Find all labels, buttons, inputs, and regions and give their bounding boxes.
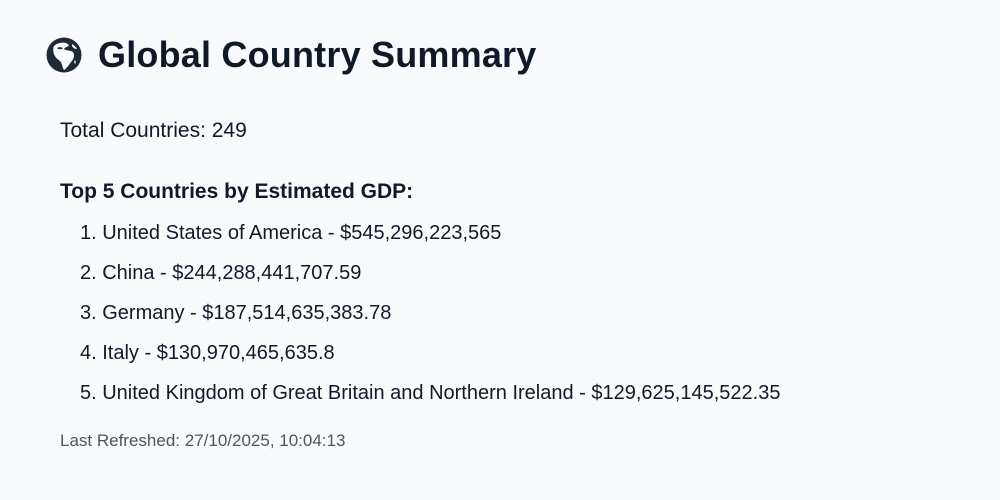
page-header: Global Country Summary (45, 36, 536, 74)
globe-africa-icon (45, 36, 83, 74)
list-item: 1. United States of America - $545,296,2… (80, 222, 502, 244)
list-item: 2. China - $244,288,441,707.59 (80, 262, 362, 284)
last-refreshed-timestamp: Last Refreshed: 27/10/2025, 10:04:13 (60, 431, 346, 450)
list-item: 4. Italy - $130,970,465,635.8 (80, 342, 335, 364)
total-countries: Total Countries: 249 (60, 119, 247, 142)
list-item: 3. Germany - $187,514,635,383.78 (80, 302, 392, 324)
top-countries-list: 1. United States of America - $545,296,2… (80, 221, 780, 421)
top-countries-heading: Top 5 Countries by Estimated GDP: (60, 180, 414, 203)
list-item: 5. United Kingdom of Great Britain and N… (80, 382, 781, 404)
page-title: Global Country Summary (98, 34, 537, 75)
